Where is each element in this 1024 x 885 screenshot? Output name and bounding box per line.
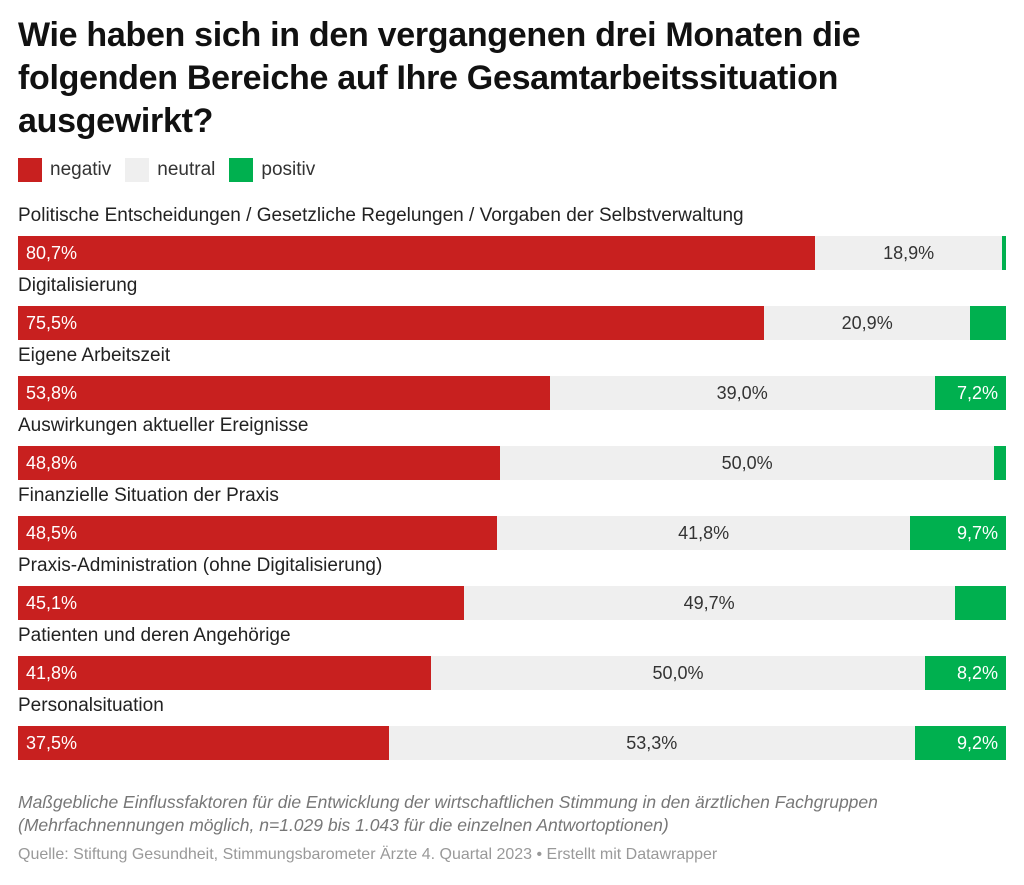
legend-item-neutral: neutral	[125, 158, 215, 182]
category-label: Politische Entscheidungen / Gesetzliche …	[18, 205, 744, 226]
bar-segment-neutral	[430, 656, 925, 690]
bar-segment-negativ	[18, 516, 498, 550]
bar-segment-negativ	[18, 726, 389, 760]
legend-item-positiv: positiv	[229, 158, 315, 182]
data-label-positiv: 7,2%	[956, 383, 998, 403]
data-label-positiv: 9,7%	[956, 523, 998, 543]
bar-row: 37,5% 53,3% 9,2%	[18, 726, 1006, 760]
data-label-neutral: 20,9%	[841, 313, 893, 333]
legend-label-positiv: positiv	[261, 159, 316, 180]
chart-title: Wie haben sich in den vergangenen drei M…	[18, 16, 861, 140]
category-label: Auswirkungen aktueller Ereignisse	[18, 415, 309, 436]
bar-row: 48,5% 41,8% 9,7%	[18, 516, 1006, 550]
bar-segment-positiv	[934, 376, 1006, 410]
bar-row: 75,5% 20,9%	[18, 306, 1006, 340]
legend-swatch-negativ	[18, 158, 42, 182]
bar-segment-positiv	[924, 656, 1006, 690]
category-label: Eigene Arbeitszeit	[18, 345, 171, 366]
category-label: Patienten und deren Angehörige	[18, 625, 291, 646]
bar-segment-neutral	[463, 586, 955, 620]
bar-row: 80,7% 18,9%	[18, 236, 1006, 270]
bar-segment-neutral	[500, 446, 995, 480]
data-label-negativ: 48,5%	[26, 523, 78, 543]
legend-label-negativ: negativ	[50, 159, 112, 180]
legend-swatch-neutral	[125, 158, 150, 182]
legend-label-neutral: neutral	[157, 159, 216, 180]
bar-segment-neutral	[497, 516, 911, 550]
legend-swatch-positiv	[229, 158, 254, 182]
data-label-negativ: 37,5%	[26, 733, 78, 753]
data-label-neutral: 41,8%	[678, 523, 730, 543]
bar-segment-positiv	[915, 726, 1006, 760]
bar-row: 53,8% 39,0% 7,2%	[18, 376, 1006, 410]
category-label: Praxis-Administration (ohne Digitalisier…	[18, 555, 383, 576]
bar-segment-neutral	[815, 236, 1003, 270]
bar-segment-negativ	[18, 376, 550, 410]
data-label-negativ: 45,1%	[26, 593, 78, 613]
bar-segment-negativ	[18, 446, 501, 480]
data-label-positiv: 8,2%	[956, 663, 998, 683]
data-label-neutral: 18,9%	[883, 243, 935, 263]
bar-segment-positiv	[954, 586, 1006, 620]
bar-segment-negativ	[18, 306, 764, 340]
legend-item-negativ: negativ	[18, 158, 111, 182]
bar-row: 41,8% 50,0% 8,2%	[18, 656, 1006, 690]
bar-segment-positiv	[910, 516, 1006, 550]
data-label-positiv: 9,2%	[956, 733, 998, 753]
bar-row: 48,8% 50,0%	[18, 446, 1006, 480]
data-label-neutral: 39,0%	[716, 383, 768, 403]
data-label-neutral: 50,0%	[652, 663, 704, 683]
data-label-negativ: 53,8%	[26, 383, 78, 403]
legend: negativ neutral positiv	[18, 156, 329, 184]
bar-segment-negativ	[18, 586, 464, 620]
bar-segment-positiv	[1002, 236, 1006, 270]
data-label-negativ: 48,8%	[26, 453, 78, 473]
bar-segment-neutral	[388, 726, 916, 760]
stacked-bar-chart: Politische Entscheidungen / Gesetzliche …	[18, 205, 1006, 760]
data-label-negativ: 80,7%	[26, 243, 78, 263]
bar-row: 45,1% 49,7%	[18, 586, 1006, 620]
data-label-neutral: 49,7%	[683, 593, 735, 613]
bar-segment-neutral	[549, 376, 935, 410]
chart-description: Maßgebliche Einflussfaktoren für die Ent…	[18, 792, 878, 835]
bar-segment-negativ	[18, 236, 816, 270]
bar-segment-positiv	[994, 446, 1006, 480]
data-label-neutral: 50,0%	[721, 453, 773, 473]
data-label-negativ: 41,8%	[26, 663, 78, 683]
bar-segment-negativ	[18, 656, 431, 690]
category-label: Finanzielle Situation der Praxis	[18, 485, 279, 506]
bar-segment-neutral	[763, 306, 971, 340]
chart-source: Quelle: Stiftung Gesundheit, Stimmungsba…	[18, 846, 718, 863]
category-label: Personalsituation	[18, 695, 164, 716]
data-label-neutral: 53,3%	[626, 733, 678, 753]
bar-segment-positiv	[970, 306, 1006, 340]
category-label: Digitalisierung	[18, 275, 138, 296]
data-label-negativ: 75,5%	[26, 313, 78, 333]
